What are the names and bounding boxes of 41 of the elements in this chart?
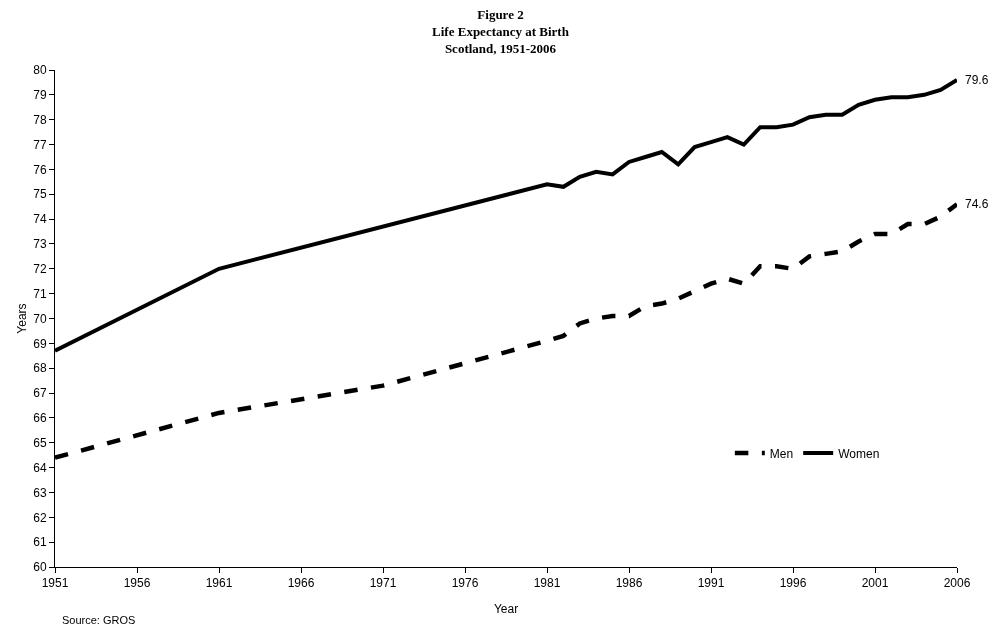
legend-label: Women: [838, 446, 880, 461]
annotation: 79.6: [965, 73, 989, 87]
y-tick-label: 65: [33, 435, 47, 450]
x-tick-label: 1986: [615, 576, 643, 591]
x-tick-label: 1971: [369, 576, 397, 591]
y-axis-title: Years: [14, 303, 29, 334]
y-tick-label: 72: [33, 262, 47, 276]
y-tick-label: 79: [33, 88, 47, 103]
annotation: 74.6: [965, 197, 989, 211]
y-tick-label: 64: [33, 460, 47, 475]
y-tick-label: 69: [33, 336, 47, 351]
y-tick-label: 75: [33, 187, 47, 202]
y-tick-label: 60: [33, 560, 47, 575]
y-tick-label: 66: [33, 411, 47, 426]
y-tick-label: 73: [33, 237, 47, 252]
x-tick-label: 1976: [451, 576, 479, 591]
x-tick-label: 1956: [123, 576, 151, 591]
x-tick-label: 1966: [287, 576, 315, 591]
y-tick-label: 62: [33, 510, 47, 525]
y-tick-label: 78: [33, 112, 47, 127]
x-tick-label: 1991: [697, 576, 725, 591]
y-tick-label: 68: [33, 361, 47, 376]
y-tick-label: 76: [33, 162, 47, 177]
x-tick-label: 1951: [41, 576, 69, 591]
y-tick-label: 74: [33, 212, 47, 227]
chart-title: Figure 2 Life Expectancy at Birth Scotland, 1951-2006: [432, 7, 570, 57]
x-tick-label: 2001: [861, 576, 889, 591]
y-tick-label: 70: [33, 311, 47, 326]
y-tick-label: 80: [33, 63, 47, 78]
y-tick-label: 67: [33, 386, 47, 401]
x-tick-label: 1981: [533, 576, 561, 591]
source-note: Source: GROS: [62, 614, 136, 626]
y-tick-label: 63: [33, 485, 47, 500]
legend-label: Men: [769, 446, 794, 461]
y-tick-label: 61: [33, 535, 47, 550]
x-tick-label: 2006: [943, 576, 971, 591]
x-tick-label: 1996: [779, 576, 807, 591]
x-tick-label: 1961: [205, 576, 233, 591]
y-tick-label: 77: [33, 137, 47, 152]
y-tick-label: 71: [33, 286, 47, 301]
x-axis-title: Year: [493, 602, 519, 617]
